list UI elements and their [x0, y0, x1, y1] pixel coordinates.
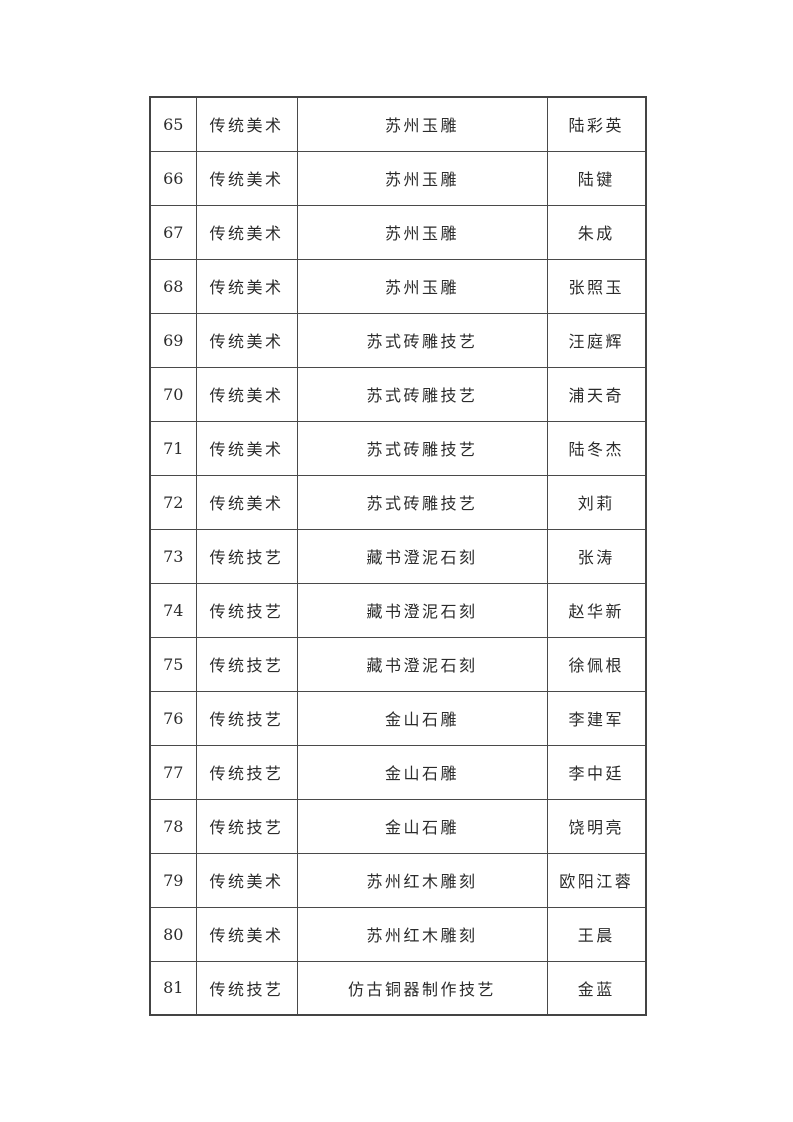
cell-number: 74 [149, 582, 197, 638]
cell-person: 浦天奇 [546, 366, 647, 422]
cell-category: 传统美术 [195, 366, 298, 422]
cell-project: 苏州红木雕刻 [296, 852, 548, 908]
cell-person: 李中廷 [546, 744, 647, 800]
cell-number: 67 [149, 204, 197, 260]
cell-project: 苏州玉雕 [296, 204, 548, 260]
cell-category: 传统美术 [195, 150, 298, 206]
cell-category: 传统美术 [195, 474, 298, 530]
table-row: 65 传统美术 苏州玉雕 陆彩英 [149, 96, 647, 152]
cell-category: 传统技艺 [195, 690, 298, 746]
cell-category: 传统美术 [195, 258, 298, 314]
cell-category: 传统美术 [195, 312, 298, 368]
table-row: 79 传统美术 苏州红木雕刻 欧阳江蓉 [149, 852, 647, 908]
cell-person: 陆彩英 [546, 96, 647, 152]
table-row: 78 传统技艺 金山石雕 饶明亮 [149, 798, 647, 854]
cell-person: 张照玉 [546, 258, 647, 314]
cell-person: 赵华新 [546, 582, 647, 638]
cell-person: 徐佩根 [546, 636, 647, 692]
cell-project: 苏州玉雕 [296, 150, 548, 206]
cell-project: 苏式砖雕技艺 [296, 420, 548, 476]
cell-category: 传统技艺 [195, 798, 298, 854]
table-row: 72 传统美术 苏式砖雕技艺 刘莉 [149, 474, 647, 530]
roster-table-body: 65 传统美术 苏州玉雕 陆彩英 66 传统美术 苏州玉雕 陆键 67 传统美术… [149, 96, 647, 1016]
table-row: 77 传统技艺 金山石雕 李中廷 [149, 744, 647, 800]
cell-person: 汪庭辉 [546, 312, 647, 368]
cell-project: 苏州红木雕刻 [296, 906, 548, 962]
table-row: 66 传统美术 苏州玉雕 陆键 [149, 150, 647, 206]
cell-number: 76 [149, 690, 197, 746]
cell-person: 陆冬杰 [546, 420, 647, 476]
cell-project: 藏书澄泥石刻 [296, 528, 548, 584]
cell-number: 80 [149, 906, 197, 962]
roster-table: 65 传统美术 苏州玉雕 陆彩英 66 传统美术 苏州玉雕 陆键 67 传统美术… [149, 96, 647, 1016]
table-row: 69 传统美术 苏式砖雕技艺 汪庭辉 [149, 312, 647, 368]
table-row: 75 传统技艺 藏书澄泥石刻 徐佩根 [149, 636, 647, 692]
cell-person: 李建军 [546, 690, 647, 746]
cell-number: 75 [149, 636, 197, 692]
cell-project: 苏式砖雕技艺 [296, 312, 548, 368]
table-row: 71 传统美术 苏式砖雕技艺 陆冬杰 [149, 420, 647, 476]
table-row: 68 传统美术 苏州玉雕 张照玉 [149, 258, 647, 314]
cell-person: 张涛 [546, 528, 647, 584]
table-row: 76 传统技艺 金山石雕 李建军 [149, 690, 647, 746]
cell-number: 81 [149, 960, 197, 1016]
cell-category: 传统技艺 [195, 960, 298, 1016]
cell-category: 传统美术 [195, 96, 298, 152]
cell-number: 71 [149, 420, 197, 476]
cell-number: 70 [149, 366, 197, 422]
cell-number: 79 [149, 852, 197, 908]
cell-person: 王晨 [546, 906, 647, 962]
cell-category: 传统技艺 [195, 636, 298, 692]
cell-person: 金蓝 [546, 960, 647, 1016]
cell-number: 65 [149, 96, 197, 152]
cell-project: 仿古铜器制作技艺 [296, 960, 548, 1016]
cell-project: 金山石雕 [296, 690, 548, 746]
cell-person: 饶明亮 [546, 798, 647, 854]
cell-person: 刘莉 [546, 474, 647, 530]
cell-number: 78 [149, 798, 197, 854]
cell-category: 传统技艺 [195, 528, 298, 584]
cell-number: 68 [149, 258, 197, 314]
table-row: 70 传统美术 苏式砖雕技艺 浦天奇 [149, 366, 647, 422]
cell-person: 朱成 [546, 204, 647, 260]
table-row: 74 传统技艺 藏书澄泥石刻 赵华新 [149, 582, 647, 638]
cell-category: 传统美术 [195, 906, 298, 962]
cell-category: 传统美术 [195, 204, 298, 260]
cell-project: 苏州玉雕 [296, 96, 548, 152]
cell-number: 72 [149, 474, 197, 530]
cell-number: 77 [149, 744, 197, 800]
cell-project: 金山石雕 [296, 744, 548, 800]
cell-category: 传统技艺 [195, 744, 298, 800]
cell-project: 藏书澄泥石刻 [296, 582, 548, 638]
cell-category: 传统美术 [195, 420, 298, 476]
cell-person: 陆键 [546, 150, 647, 206]
table-row: 81 传统技艺 仿古铜器制作技艺 金蓝 [149, 960, 647, 1016]
table-row: 80 传统美术 苏州红木雕刻 王晨 [149, 906, 647, 962]
cell-project: 苏式砖雕技艺 [296, 474, 548, 530]
cell-project: 苏州玉雕 [296, 258, 548, 314]
table-row: 73 传统技艺 藏书澄泥石刻 张涛 [149, 528, 647, 584]
cell-project: 藏书澄泥石刻 [296, 636, 548, 692]
cell-number: 73 [149, 528, 197, 584]
cell-category: 传统美术 [195, 852, 298, 908]
cell-category: 传统技艺 [195, 582, 298, 638]
cell-number: 69 [149, 312, 197, 368]
table-row: 67 传统美术 苏州玉雕 朱成 [149, 204, 647, 260]
cell-number: 66 [149, 150, 197, 206]
cell-person: 欧阳江蓉 [546, 852, 647, 908]
cell-project: 苏式砖雕技艺 [296, 366, 548, 422]
cell-project: 金山石雕 [296, 798, 548, 854]
